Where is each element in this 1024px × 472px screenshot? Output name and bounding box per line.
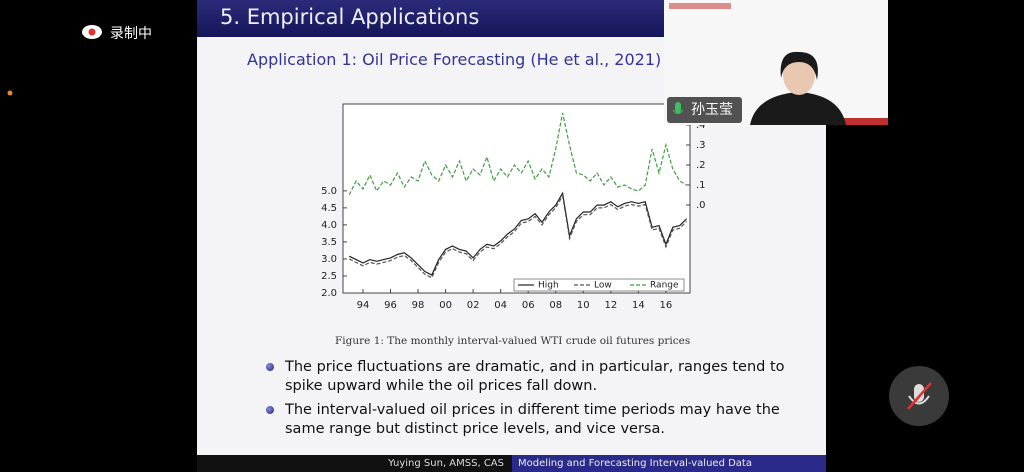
record-dot (88, 28, 96, 36)
bullet-dot (266, 363, 274, 371)
mute-button[interactable] (888, 365, 950, 427)
bullet-text: The interval-valued oil prices in differ… (285, 402, 780, 437)
x-tick-label: 94 (357, 300, 370, 311)
logo (669, 3, 731, 9)
x-tick-label: 98 (412, 300, 425, 311)
person-body (750, 92, 846, 125)
x-tick-label: 10 (577, 300, 590, 311)
y-tick-label: 2.0 (321, 288, 337, 299)
bullet-text: The price fluctuations are dramatic, and… (285, 359, 785, 394)
legend-box (513, 278, 685, 292)
figure-caption: Figure 1: The monthly interval-valued WT… (335, 335, 691, 347)
x-tick-label: 06 (522, 300, 535, 311)
legend-label: High (538, 281, 559, 291)
y-tick-label: 2.5 (321, 271, 337, 282)
status-dot (7, 90, 13, 96)
slide-title: 5. Empirical Applications (220, 5, 480, 29)
y2-tick-label: .0 (696, 200, 706, 211)
x-tick-label: 16 (660, 300, 673, 311)
recording-label: 录制中 (110, 26, 152, 42)
x-tick-label: 00 (439, 300, 452, 311)
legend-label: Range (650, 281, 679, 291)
footer-talk: Modeling and Forecasting Interval-valued… (512, 455, 826, 472)
y2-tick-label: .2 (696, 160, 706, 171)
x-tick-label: 02 (467, 300, 480, 311)
bullet-dot (266, 406, 274, 414)
y-tick-label: 3.0 (321, 254, 337, 265)
y-tick-label: 3.5 (321, 237, 337, 248)
wall-stripe (834, 118, 888, 125)
y-tick-label: 4.5 (321, 203, 337, 214)
series-line (348, 191, 688, 276)
plot-area (342, 103, 691, 294)
y2-tick-label: .3 (696, 140, 706, 151)
webcam-image (669, 3, 888, 125)
x-tick-label: 04 (494, 300, 507, 311)
x-tick-label: 14 (632, 300, 645, 311)
person-face (783, 55, 815, 95)
x-tick-label: 12 (604, 300, 617, 311)
mic-icon (672, 102, 684, 114)
legend-label: Low (594, 281, 612, 291)
person-hair (780, 51, 818, 80)
y-tick-label: 5.0 (321, 186, 337, 197)
x-tick-label: 96 (384, 300, 397, 311)
slide-subtitle: Application 1: Oil Price Forecasting (He… (247, 50, 662, 69)
series-line (348, 112, 687, 196)
footer-author: Yuying Sun, AMSS, CAS (197, 455, 512, 472)
y-tick-label: 4.0 (321, 220, 337, 231)
x-tick-label: 08 (549, 300, 562, 311)
y2-tick-label: .4 (696, 120, 706, 131)
series-line (348, 194, 688, 279)
y2-tick-label: .1 (696, 180, 706, 191)
